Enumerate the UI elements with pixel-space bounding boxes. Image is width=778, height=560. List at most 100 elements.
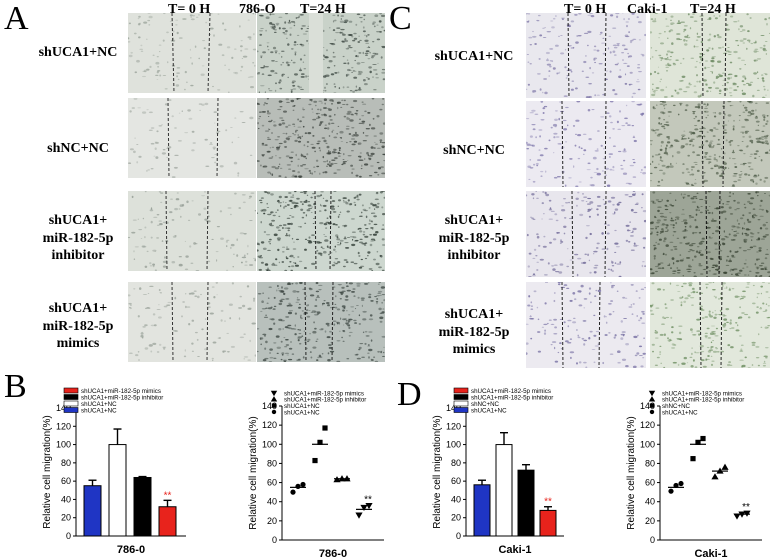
cell-texture [169,211,173,214]
cell-texture [650,47,653,49]
cell-texture [556,72,560,74]
cell-texture [588,292,591,295]
cell-texture [696,330,701,332]
cell-texture [704,209,710,211]
cell-texture [611,285,614,289]
cell-texture [644,33,646,37]
cell-texture [302,107,304,109]
y-tick-label: 60 [645,478,655,488]
cell-texture [290,90,293,93]
cell-texture [709,129,714,132]
cell-texture [762,365,766,367]
cell-texture [372,76,374,78]
cell-texture [743,238,748,241]
data-point [295,483,301,489]
cell-texture [378,266,382,269]
cell-texture [548,199,552,202]
cell-texture [722,210,727,213]
cell-texture [765,357,768,359]
cell-texture [667,138,670,140]
cell-texture [708,282,713,284]
cell-texture [345,48,350,50]
cell-texture [749,202,753,205]
cell-texture [576,362,578,365]
cell-texture [184,240,186,242]
cell-texture [530,144,534,147]
cell-texture [284,326,289,329]
cell-texture [257,249,259,252]
cell-texture [128,236,131,239]
cell-texture [694,46,699,48]
y-tick-label: 120 [56,421,71,431]
cell-texture [370,359,374,361]
cell-texture [349,119,354,122]
cell-texture [230,243,235,247]
cell-texture [157,65,159,68]
cell-texture [240,49,243,52]
cell-texture [753,50,758,53]
cell-texture [343,238,347,240]
cell-texture [303,191,308,192]
cell-texture [156,56,159,58]
cell-texture [764,18,767,21]
cell-texture [194,295,198,297]
y-tick-label: 20 [61,513,71,523]
cell-texture [201,65,205,67]
cell-texture [343,324,345,326]
cell-texture [346,116,349,118]
cell-texture [277,136,281,138]
cell-texture [382,98,384,100]
cell-texture [346,322,348,326]
cell-texture [276,237,281,240]
cell-texture [730,239,735,241]
cell-texture [574,144,577,147]
cell-texture [739,39,744,42]
cell-texture [642,357,645,359]
cell-texture [699,80,701,83]
cell-texture [670,217,673,220]
cell-texture [258,44,262,46]
cell-texture [335,295,337,298]
cell-texture [158,191,162,193]
cell-texture [277,248,280,252]
cell-texture [269,243,271,245]
chart-legend: shUCA1+miR-182-5p mimicsshUCA1+miR-182-5… [648,390,744,416]
cell-texture [215,282,218,284]
cell-texture [382,213,385,216]
cell-texture [620,337,624,340]
cell-texture [696,36,701,38]
cell-texture [688,84,692,86]
cell-texture [529,166,534,169]
cell-texture [695,39,699,41]
cell-texture [566,287,570,289]
cell-texture [213,296,216,299]
cell-texture [705,117,708,119]
cell-texture [323,223,328,226]
cell-texture [744,206,747,209]
cell-texture [597,130,600,132]
cell-texture [728,233,731,236]
cell-texture [661,160,664,162]
micrograph-a-r2-t24 [257,98,385,178]
cell-texture [267,136,270,139]
cell-texture [152,263,155,266]
cell-texture [375,192,379,195]
cell-texture [654,50,658,52]
cell-texture [372,117,375,120]
y-tick-label: 140 [640,401,655,411]
cell-texture [542,27,545,29]
cell-texture [575,185,579,187]
cell-texture [664,149,667,153]
cell-texture [630,232,634,233]
y-tick-label: 80 [61,458,71,468]
cell-texture [150,350,153,353]
cell-texture [712,112,715,114]
cell-texture [326,145,330,149]
cell-texture [729,95,733,97]
cell-texture [733,50,738,54]
cell-texture [364,242,368,244]
cell-texture [706,226,711,229]
cell-texture [288,265,291,268]
cell-texture [261,73,265,75]
cell-texture [309,351,312,353]
